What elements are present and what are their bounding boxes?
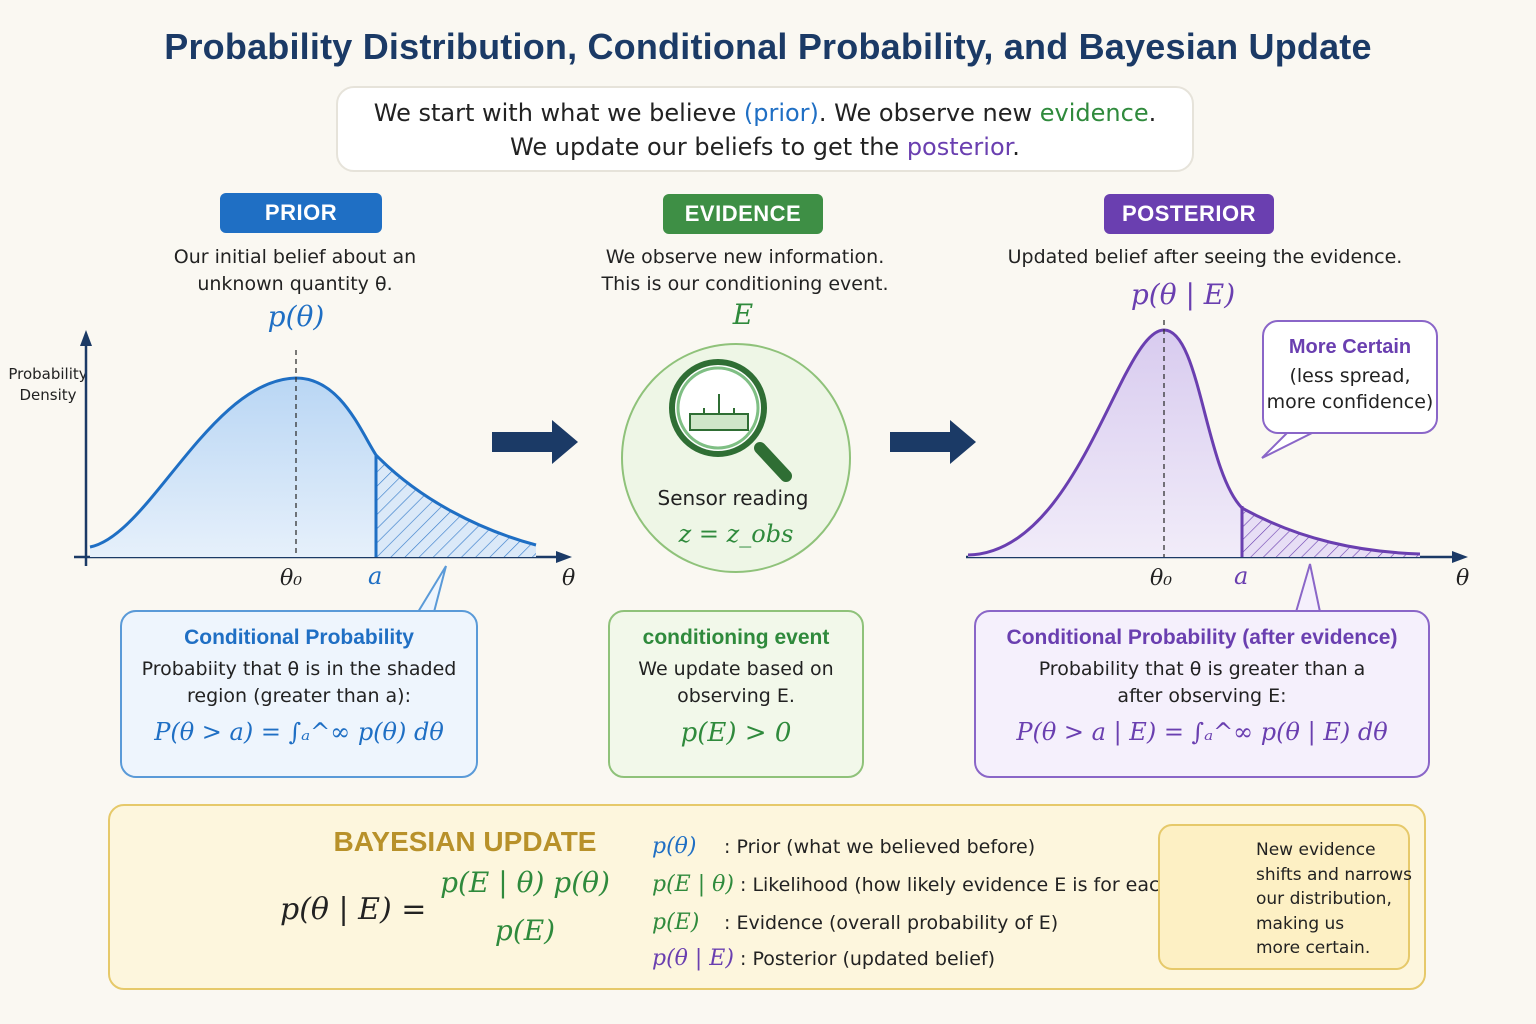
posterior-callout-formula: P(θ > a | E) = ∫ₐ^∞ p(θ | E) dθ	[1016, 718, 1388, 746]
posterior-description: Updated belief after seeing the evidence…	[1007, 246, 1403, 268]
legend-row-prior: p(θ) : Prior (what we believed before)	[652, 834, 1036, 859]
bayes-denominator: p(E)	[494, 914, 556, 947]
bubble-pointer	[1261, 429, 1315, 459]
legend-row-posterior: p(θ | E) : Posterior (updated belief)	[652, 946, 996, 971]
posterior-label: POSTERIOR	[1104, 194, 1274, 234]
intro-box: We start with what we believe (prior). W…	[336, 86, 1194, 172]
prior-theta0-tick: θ₀	[280, 566, 303, 591]
prior-shaded-region	[376, 455, 536, 557]
bayes-lhs: p(θ | E) =	[280, 892, 427, 927]
right-arrow-icon	[492, 420, 578, 464]
posterior-symbol: p(θ | E)	[1130, 278, 1236, 311]
bubble-title: More Certain	[1288, 336, 1412, 358]
intro-posterior: posterior	[906, 133, 1013, 161]
intro-line-2: We update our beliefs to get the posteri…	[510, 133, 1020, 161]
bayes-title: BAYESIAN UPDATE	[333, 826, 597, 857]
prior-callout-title: Conditional Probability	[184, 626, 414, 649]
tip-box	[1158, 824, 1410, 970]
prior-curve-fill	[90, 378, 376, 557]
posterior-curve	[967, 328, 1421, 557]
posterior-curve-fill	[968, 330, 1242, 557]
magnifier-icon	[669, 359, 792, 482]
legend-row-likelihood: p(E | θ) : Likelihood (how likely eviden…	[652, 872, 1197, 897]
evidence-callout-formula: p(E) > 0	[680, 718, 792, 748]
page-title: Probability Distribution, Conditional Pr…	[164, 26, 1372, 67]
prior-description: Our initial belief about an unknown quan…	[173, 246, 417, 295]
sensor-formula: z = z_obs	[678, 520, 794, 548]
more-certain-bubble: More Certain (less spread, more confiden…	[1262, 320, 1438, 434]
evidence-symbol: E	[732, 298, 754, 331]
intro-evidence: evidence	[1039, 99, 1149, 127]
y-axis-label: Probability Density	[8, 365, 88, 404]
prior-callout: Conditional Probability Probabiity that …	[120, 610, 478, 778]
posterior-theta0-tick: θ₀	[1150, 566, 1173, 591]
evidence-callout: conditioning event We update based on ob…	[608, 610, 864, 778]
posterior-callout-pointer	[1295, 563, 1321, 613]
intro-line-1: We start with what we believe (prior). W…	[373, 99, 1157, 127]
posterior-callout-title: Conditional Probability (after evidence)	[1006, 626, 1398, 649]
prior-callout-formula: P(θ > a) = ∫ₐ^∞ p(θ) dθ	[154, 718, 444, 746]
prior-a-tick: a	[368, 562, 383, 590]
right-arrow-icon	[890, 420, 976, 464]
tip-text: New evidence shifts and narrows our dist…	[1256, 840, 1413, 958]
intro-prior: (prior)	[743, 99, 819, 127]
evidence-description: We observe new information. This is our …	[601, 246, 889, 295]
evidence-label: EVIDENCE	[663, 194, 823, 234]
sensor-label: Sensor reading	[657, 486, 809, 510]
prior-symbol: p(θ)	[267, 300, 325, 333]
posterior-x-axis-label: θ	[1456, 566, 1470, 591]
posterior-shaded-region	[1242, 508, 1420, 557]
bayes-numerator: p(E | θ) p(θ)	[440, 866, 610, 899]
prior-label: PRIOR	[220, 193, 382, 233]
prior-callout-pointer	[417, 565, 447, 613]
evidence-callout-title: conditioning event	[642, 626, 830, 649]
posterior-a-tick: a	[1234, 562, 1249, 590]
prior-curve	[89, 376, 537, 549]
prior-x-axis-label: θ	[562, 566, 576, 591]
legend-row-evidence: p(E) : Evidence (overall probability of …	[652, 910, 1059, 935]
posterior-callout: Conditional Probability (after evidence)…	[974, 610, 1430, 778]
